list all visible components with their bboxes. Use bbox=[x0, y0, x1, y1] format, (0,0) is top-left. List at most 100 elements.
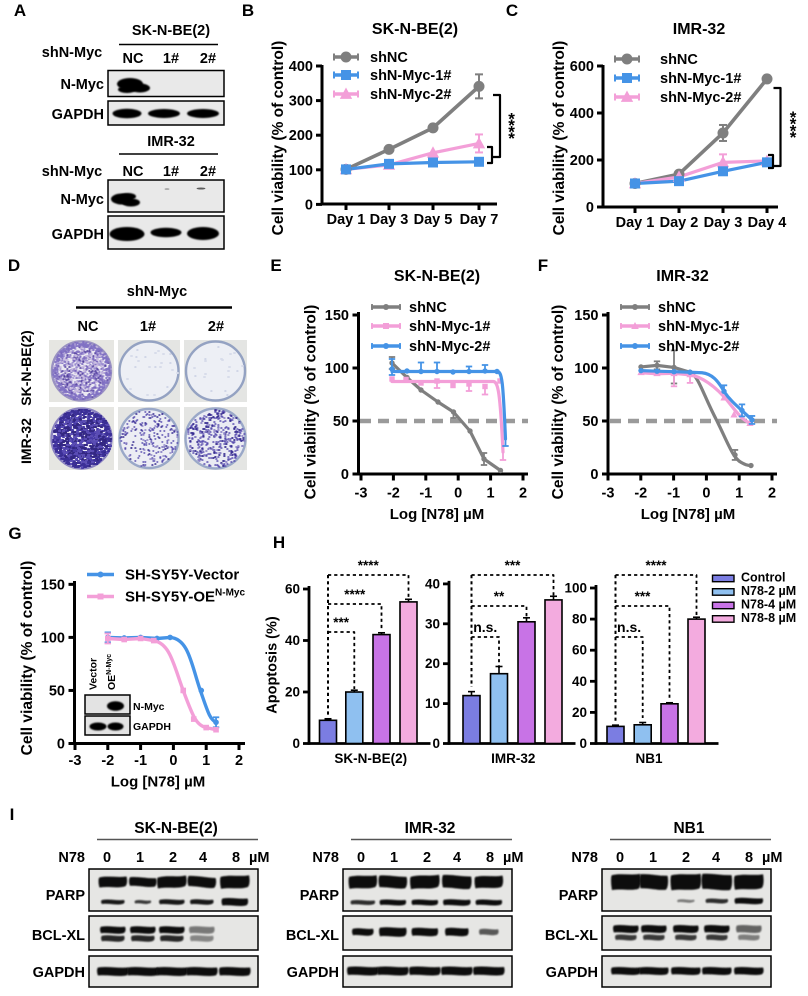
svg-text:0: 0 bbox=[57, 737, 65, 753]
svg-text:50: 50 bbox=[582, 414, 598, 430]
svg-text:Day 4: Day 4 bbox=[748, 215, 787, 231]
svg-text:-3: -3 bbox=[69, 753, 82, 769]
svg-text:shN-Myc-2#: shN-Myc-2# bbox=[658, 339, 739, 355]
svg-text:300: 300 bbox=[289, 94, 313, 110]
svg-text:150: 150 bbox=[41, 577, 65, 593]
svg-text:1: 1 bbox=[136, 850, 144, 866]
svg-text:PARP: PARP bbox=[300, 888, 340, 904]
svg-text:SH-SY5Y-Vector: SH-SY5Y-Vector bbox=[125, 567, 239, 584]
svg-text:*: * bbox=[790, 128, 797, 147]
svg-text:SK-N-BE(2): SK-N-BE(2) bbox=[132, 23, 210, 39]
svg-text:IMR-32: IMR-32 bbox=[656, 268, 709, 285]
svg-text:N78: N78 bbox=[58, 850, 85, 866]
svg-text:IMR-32: IMR-32 bbox=[405, 820, 456, 837]
svg-text:Apoptosis (%): Apoptosis (%) bbox=[265, 616, 281, 714]
svg-text:N-Myc: N-Myc bbox=[133, 701, 165, 713]
svg-text:1: 1 bbox=[487, 486, 495, 502]
svg-text:G: G bbox=[8, 524, 21, 543]
svg-text:A: A bbox=[14, 1, 26, 20]
svg-text:PARP: PARP bbox=[46, 888, 86, 904]
svg-text:shN-Myc: shN-Myc bbox=[42, 45, 102, 61]
svg-text:40: 40 bbox=[572, 674, 587, 689]
svg-text:****: **** bbox=[645, 558, 667, 573]
svg-text:Day 1: Day 1 bbox=[616, 215, 655, 231]
svg-text:400: 400 bbox=[289, 59, 313, 75]
svg-text:2#: 2# bbox=[200, 164, 216, 180]
svg-text:SK-N-BE(2): SK-N-BE(2) bbox=[394, 268, 480, 285]
svg-text:GAPDH: GAPDH bbox=[133, 721, 171, 733]
svg-text:NC: NC bbox=[123, 164, 144, 180]
svg-text:SK-N-BE(2): SK-N-BE(2) bbox=[372, 21, 458, 38]
svg-text:0: 0 bbox=[586, 200, 594, 216]
svg-text:****: **** bbox=[344, 587, 366, 602]
svg-text:0: 0 bbox=[103, 850, 111, 866]
svg-text:1#: 1# bbox=[140, 319, 156, 335]
svg-text:8: 8 bbox=[745, 850, 753, 866]
svg-text:0: 0 bbox=[292, 736, 300, 751]
svg-text:*: * bbox=[508, 122, 515, 141]
svg-text:*: * bbox=[508, 116, 515, 135]
svg-text:H: H bbox=[273, 533, 285, 552]
svg-text:-2: -2 bbox=[101, 753, 114, 769]
svg-text:-2: -2 bbox=[634, 486, 647, 502]
svg-text:100: 100 bbox=[325, 361, 349, 377]
svg-text:GAPDH: GAPDH bbox=[287, 965, 339, 981]
svg-text:0: 0 bbox=[169, 753, 177, 769]
svg-text:shNC: shNC bbox=[660, 52, 698, 68]
svg-text:µM: µM bbox=[249, 850, 269, 866]
svg-text:BCL-XL: BCL-XL bbox=[32, 928, 85, 944]
svg-text:n.s.: n.s. bbox=[617, 619, 641, 635]
svg-text:2#: 2# bbox=[208, 319, 224, 335]
svg-text:N-Myc: N-Myc bbox=[60, 77, 104, 93]
svg-text:N78: N78 bbox=[571, 850, 598, 866]
svg-text:2: 2 bbox=[169, 850, 177, 866]
svg-text:-3: -3 bbox=[602, 486, 615, 502]
svg-text:-3: -3 bbox=[355, 486, 368, 502]
svg-text:0: 0 bbox=[616, 850, 624, 866]
svg-text:BCL-XL: BCL-XL bbox=[286, 928, 339, 944]
svg-text:-1: -1 bbox=[419, 486, 432, 502]
svg-text:Day 7: Day 7 bbox=[460, 212, 499, 228]
svg-text:***: *** bbox=[635, 589, 652, 604]
svg-text:2: 2 bbox=[235, 753, 243, 769]
svg-text:8: 8 bbox=[486, 850, 494, 866]
svg-text:200: 200 bbox=[289, 128, 313, 144]
svg-text:2: 2 bbox=[519, 486, 527, 502]
svg-text:Cell viability (% of control): Cell viability (% of control) bbox=[550, 305, 567, 500]
svg-text:0: 0 bbox=[305, 197, 313, 213]
svg-text:N78-8 µM: N78-8 µM bbox=[741, 611, 796, 625]
svg-text:100: 100 bbox=[289, 163, 313, 179]
svg-text:shN-Myc-2#: shN-Myc-2# bbox=[409, 339, 490, 355]
svg-text:N78-4 µM: N78-4 µM bbox=[741, 598, 796, 612]
svg-text:N78: N78 bbox=[312, 850, 339, 866]
svg-text:600: 600 bbox=[570, 59, 594, 75]
svg-text:Log [N78] µM: Log [N78] µM bbox=[111, 774, 205, 791]
svg-text:PARP: PARP bbox=[559, 888, 599, 904]
svg-text:50: 50 bbox=[49, 683, 65, 699]
svg-text:2: 2 bbox=[682, 850, 690, 866]
svg-text:IMR-32: IMR-32 bbox=[673, 21, 726, 38]
svg-text:-1: -1 bbox=[667, 486, 680, 502]
svg-text:2: 2 bbox=[423, 850, 431, 866]
svg-text:1: 1 bbox=[390, 850, 398, 866]
svg-text:NC: NC bbox=[78, 319, 99, 335]
svg-text:10: 10 bbox=[425, 696, 440, 711]
svg-text:Control: Control bbox=[741, 571, 785, 585]
svg-text:shNC: shNC bbox=[370, 50, 408, 66]
svg-text:Day 1: Day 1 bbox=[327, 212, 366, 228]
svg-text:SK-N-BE(2): SK-N-BE(2) bbox=[18, 330, 34, 405]
svg-text:50: 50 bbox=[333, 414, 349, 430]
svg-text:0: 0 bbox=[454, 486, 462, 502]
svg-text:shN-Myc: shN-Myc bbox=[127, 284, 187, 300]
svg-text:n.s.: n.s. bbox=[473, 619, 497, 635]
svg-text:IMR-32: IMR-32 bbox=[18, 418, 34, 464]
svg-text:***: *** bbox=[333, 615, 350, 630]
svg-text:shN-Myc-1#: shN-Myc-1# bbox=[660, 71, 741, 87]
svg-text:80: 80 bbox=[572, 612, 587, 627]
svg-text:0: 0 bbox=[590, 467, 598, 483]
svg-text:shN-Myc-1#: shN-Myc-1# bbox=[409, 319, 490, 335]
svg-text:100: 100 bbox=[564, 581, 587, 596]
svg-text:SK-N-BE(2): SK-N-BE(2) bbox=[134, 820, 218, 837]
svg-text:****: **** bbox=[358, 558, 380, 573]
svg-text:200: 200 bbox=[570, 153, 594, 169]
